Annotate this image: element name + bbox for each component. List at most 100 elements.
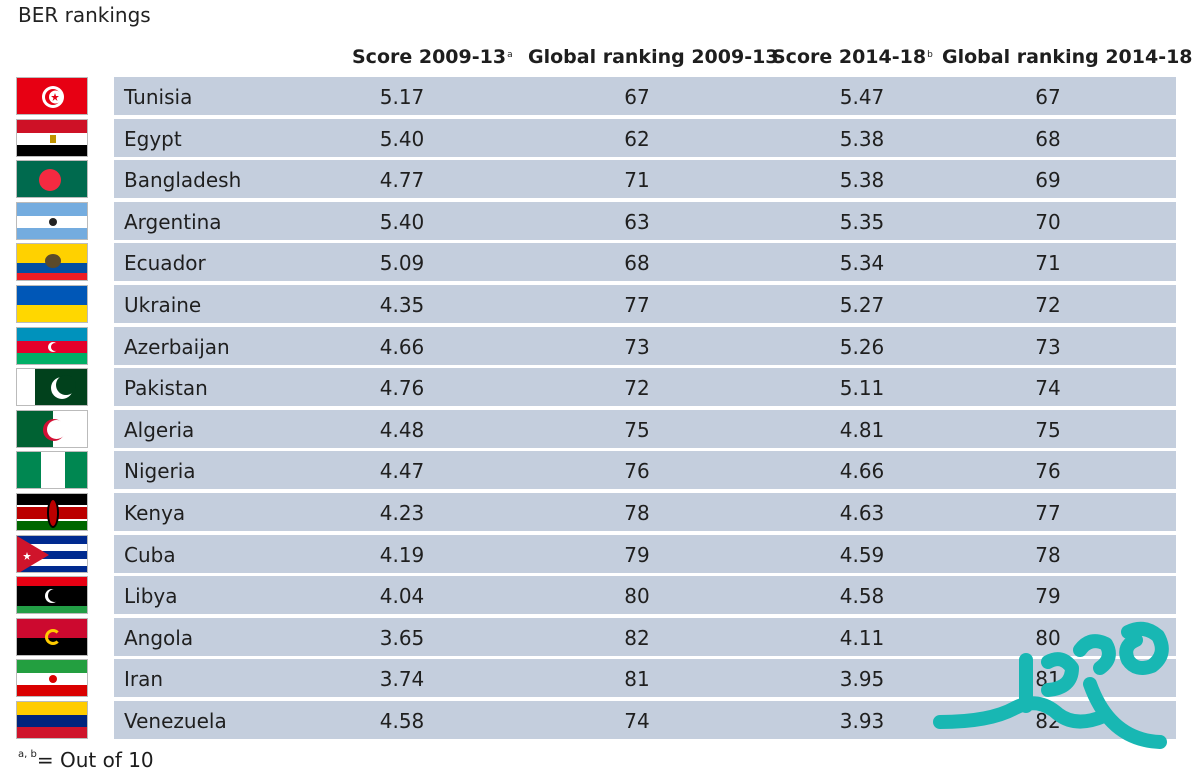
- score-2009-cell: 4.66: [379, 334, 425, 359]
- footnote: a, b= Out of 10: [18, 748, 154, 772]
- libya-flag-icon: [16, 576, 88, 615]
- rank-2014-cell: 72: [1035, 292, 1061, 317]
- score-2014-cell: 4.81: [839, 417, 885, 442]
- score-2014-cell: 3.95: [839, 667, 885, 692]
- score-2014-cell: 5.47: [839, 85, 885, 109]
- rank-2014-cell: 68: [1035, 126, 1061, 151]
- rank-2014-cell: 81: [1035, 667, 1061, 692]
- bangladesh-flag-icon: [16, 160, 88, 199]
- rank-2009-cell: 68: [624, 251, 650, 276]
- score-2009-cell: 4.76: [379, 376, 425, 401]
- rank-2009-cell: 82: [624, 625, 650, 650]
- country-cell: Kenya: [124, 500, 186, 525]
- country-cell: Argentina: [124, 209, 222, 234]
- header-rank-2009: Global ranking 2009-13: [528, 46, 779, 68]
- country-cell: Pakistan: [124, 376, 208, 401]
- table-row: Nigeria 4.47 76 4.66 76: [114, 451, 1176, 490]
- rank-2009-cell: 80: [624, 584, 650, 609]
- rank-2009-cell: 77: [624, 292, 650, 317]
- score-2014-cell: 5.35: [839, 209, 885, 234]
- rank-2009-cell: 62: [624, 126, 650, 151]
- venezuela-flag-icon: [16, 700, 88, 739]
- score-2009-cell: 4.23: [379, 500, 425, 525]
- score-2009-cell: 4.58: [379, 708, 425, 733]
- score-2014-cell: 4.66: [839, 459, 885, 484]
- table-row: Venezuela 4.58 74 3.93 82: [114, 700, 1176, 739]
- table-row: Azerbaijan 4.66 73 5.26 73: [114, 326, 1176, 365]
- rank-2009-cell: 81: [624, 667, 650, 692]
- rank-2009-cell: 73: [624, 334, 650, 359]
- score-2014-cell: 5.34: [839, 251, 885, 276]
- score-2014-cell: 5.38: [839, 168, 885, 193]
- rank-2014-cell: 73: [1035, 334, 1061, 359]
- country-cell: Libya: [124, 584, 178, 609]
- score-2009-cell: 4.47: [379, 459, 425, 484]
- header-score-2009: Score 2009-13 a: [352, 42, 513, 72]
- score-2009-cell: 5.40: [379, 209, 425, 234]
- table-row: Kenya 4.23 78 4.63 77: [114, 492, 1176, 531]
- rank-2014-cell: 79: [1035, 584, 1061, 609]
- rank-2009-cell: 67: [624, 85, 650, 109]
- table-row: Ukraine 4.35 77 5.27 72: [114, 284, 1176, 323]
- country-cell: Angola: [124, 625, 194, 650]
- table-row: Bangladesh 4.77 71 5.38 69: [114, 160, 1176, 199]
- country-cell: Ecuador: [124, 251, 206, 276]
- table-row: Libya 4.04 80 4.58 79: [114, 576, 1176, 615]
- score-2009-cell: 4.48: [379, 417, 425, 442]
- rank-2009-cell: 74: [624, 708, 650, 733]
- nigeria-flag-icon: [16, 451, 88, 490]
- country-cell: Azerbaijan: [124, 334, 230, 359]
- rank-2009-cell: 79: [624, 542, 650, 567]
- score-2009-cell: 3.65: [379, 625, 425, 650]
- score-2014-cell: 4.58: [839, 584, 885, 609]
- country-cell: Egypt: [124, 126, 182, 151]
- rank-2009-cell: 72: [624, 376, 650, 401]
- argentina-flag-icon: [16, 201, 88, 240]
- score-2009-cell: 4.35: [379, 292, 425, 317]
- rank-2014-cell: 69: [1035, 168, 1061, 193]
- score-2014-cell: 5.26: [839, 334, 885, 359]
- score-2009-cell: 3.74: [379, 667, 425, 692]
- iran-flag-icon: [16, 659, 88, 698]
- score-2009-cell: 4.77: [379, 168, 425, 193]
- rank-2009-cell: 78: [624, 500, 650, 525]
- rankings-table: Tunisia 5.17 67 5.47 67 Egypt 5.40 62 5.…: [114, 77, 1176, 743]
- rank-2014-cell: 75: [1035, 417, 1061, 442]
- rank-2014-cell: 74: [1035, 376, 1061, 401]
- ukraine-flag-icon: [16, 284, 88, 323]
- rank-2009-cell: 75: [624, 417, 650, 442]
- country-cell: Bangladesh: [124, 168, 242, 193]
- country-cell: Venezuela: [124, 708, 227, 733]
- score-2014-cell: 5.11: [839, 376, 885, 401]
- header-score-2014-label: Score 2014-18: [772, 46, 927, 68]
- country-cell: Cuba: [124, 542, 176, 567]
- rank-2014-cell: 70: [1035, 209, 1061, 234]
- rank-2014-cell: 71: [1035, 251, 1061, 276]
- azerbaijan-flag-icon: [16, 326, 88, 365]
- table-row: Ecuador 5.09 68 5.34 71: [114, 243, 1176, 282]
- table-row: Algeria 4.48 75 4.81 75: [114, 409, 1176, 448]
- score-2014-cell: 3.93: [839, 708, 885, 733]
- score-2009-cell: 5.17: [379, 85, 425, 109]
- score-2009-cell: 5.09: [379, 251, 425, 276]
- country-cell: Algeria: [124, 417, 195, 442]
- rank-2014-cell: 80: [1035, 625, 1061, 650]
- score-2009-cell: 4.04: [379, 584, 425, 609]
- country-cell: Ukraine: [124, 292, 202, 317]
- algeria-flag-icon: [16, 409, 88, 448]
- table-row: Iran 3.74 81 3.95 81: [114, 659, 1176, 698]
- score-2014-cell: 5.27: [839, 292, 885, 317]
- footnote-sup: a, b: [18, 749, 37, 761]
- table-row: Argentina 5.40 63 5.35 70: [114, 201, 1176, 240]
- table-row: Angola 3.65 82 4.11 80: [114, 617, 1176, 656]
- egypt-flag-icon: [16, 118, 88, 157]
- rank-2014-cell: 82: [1035, 708, 1061, 733]
- rank-2009-cell: 63: [624, 209, 650, 234]
- header-score-2009-label: Score 2009-13: [352, 46, 507, 68]
- header-score-2014-sup: b: [927, 50, 933, 60]
- table-title: BER rankings: [18, 3, 151, 27]
- flag-column: [16, 77, 90, 743]
- rank-2014-cell: 77: [1035, 500, 1061, 525]
- footnote-text: = Out of 10: [36, 748, 154, 772]
- table-row: Tunisia 5.17 67 5.47 67: [114, 77, 1176, 115]
